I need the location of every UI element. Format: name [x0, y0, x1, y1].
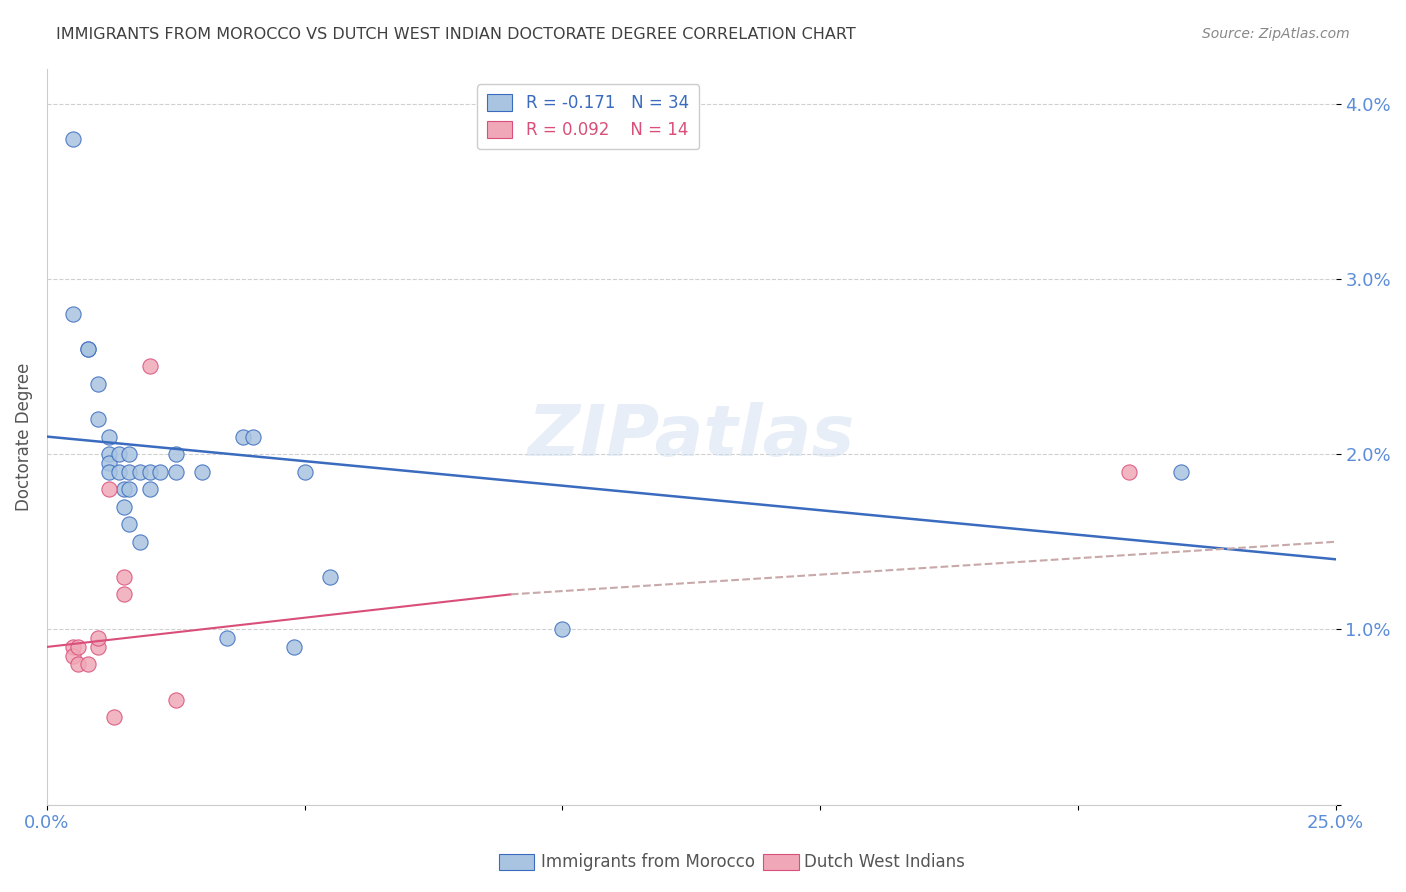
Point [294, 465, 316, 479]
Point [62, 648, 84, 663]
Point [87, 377, 110, 392]
Point [112, 570, 135, 584]
Point [103, 710, 125, 724]
Point [319, 570, 342, 584]
Point [97, 482, 120, 496]
Point [190, 465, 212, 479]
Point [97, 465, 120, 479]
Point [112, 587, 135, 601]
Point [108, 447, 131, 461]
Point [77, 657, 100, 672]
Point [97, 456, 120, 470]
Point [165, 465, 187, 479]
Point [77, 342, 100, 356]
Text: ZIPatlas: ZIPatlas [527, 402, 855, 471]
Point [62, 307, 84, 321]
Point [118, 447, 141, 461]
Point [112, 482, 135, 496]
Point [62, 640, 84, 654]
Point [66, 640, 89, 654]
Point [232, 429, 254, 443]
Text: Immigrants from Morocco: Immigrants from Morocco [541, 853, 755, 871]
Point [97, 447, 120, 461]
Point [108, 465, 131, 479]
Point [77, 342, 100, 356]
Point [283, 640, 305, 654]
Point [149, 465, 172, 479]
Point [242, 429, 264, 443]
Point [97, 429, 120, 443]
Point [139, 359, 162, 374]
Text: IMMIGRANTS FROM MOROCCO VS DUTCH WEST INDIAN DOCTORATE DEGREE CORRELATION CHART: IMMIGRANTS FROM MOROCCO VS DUTCH WEST IN… [56, 27, 856, 42]
Legend: R = -0.171   N = 34, R = 0.092    N = 14: R = -0.171 N = 34, R = 0.092 N = 14 [478, 84, 699, 149]
Point [139, 482, 162, 496]
Point [217, 631, 239, 645]
Point [1118, 465, 1140, 479]
Point [87, 631, 110, 645]
Point [118, 517, 141, 532]
Point [87, 412, 110, 426]
Point [66, 657, 89, 672]
Point [118, 465, 141, 479]
Point [128, 534, 150, 549]
Point [128, 465, 150, 479]
Point [112, 500, 135, 514]
Point [118, 482, 141, 496]
Point [87, 640, 110, 654]
Y-axis label: Doctorate Degree: Doctorate Degree [15, 362, 32, 511]
Point [165, 447, 187, 461]
Text: Dutch West Indians: Dutch West Indians [804, 853, 965, 871]
Text: Source: ZipAtlas.com: Source: ZipAtlas.com [1202, 27, 1350, 41]
Point [165, 692, 187, 706]
Point [62, 131, 84, 145]
Point [1170, 465, 1192, 479]
Point [551, 623, 574, 637]
Point [139, 465, 162, 479]
